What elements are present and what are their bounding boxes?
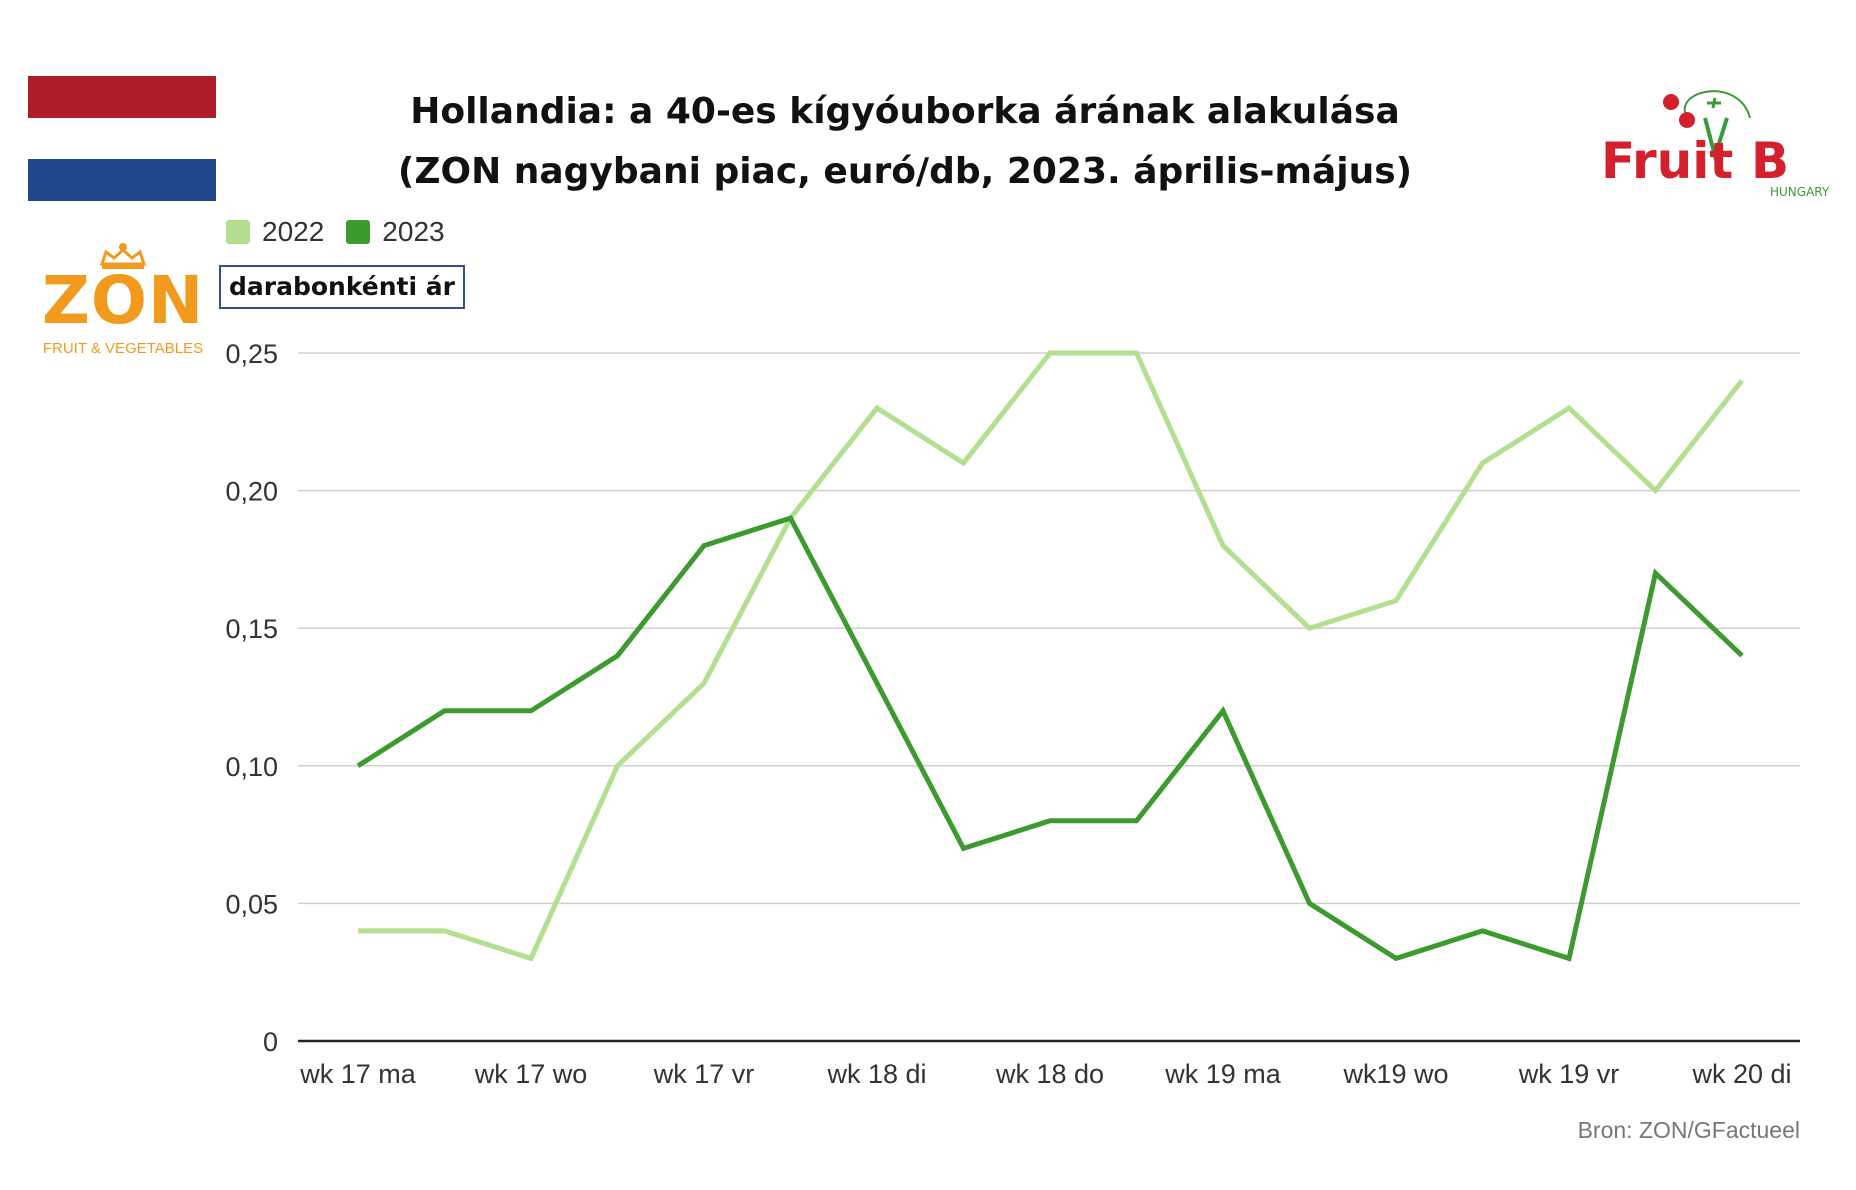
series-line-2022 <box>358 350 1744 962</box>
x-tick-label: wk 18 di <box>826 1059 926 1089</box>
title-line-2: (ZON nagybani piac, euró/db, 2023. ápril… <box>397 151 1413 192</box>
legend-swatch-2023 <box>346 220 371 244</box>
svg-text:B: B <box>1751 132 1789 190</box>
x-tick-label: wk 20 di <box>1691 1059 1791 1089</box>
chart-title: Hollandia: a 40-es kígyóuborka árának al… <box>330 82 1480 202</box>
flag-stripe-white <box>28 117 216 160</box>
zon-subtitle: FRUIT & VEGETABLES <box>42 340 204 357</box>
y-tick-label: 0,15 <box>225 614 278 644</box>
unit-label-box: darabonkénti ár <box>219 265 465 309</box>
flag-stripe-red <box>28 76 216 118</box>
fruitveb-wordmark: Fruit <box>1601 132 1733 190</box>
x-tick-label: wk 19 ma <box>1164 1059 1282 1089</box>
legend-label-2022: 2022 <box>262 216 325 247</box>
series-line-2023 <box>356 515 1744 962</box>
legend-label-2023: 2023 <box>382 216 445 247</box>
y-axis-ticks: 0 0,05 0,10 0,15 0,20 0,25 <box>225 339 278 1057</box>
flag-stripe-blue <box>28 159 216 201</box>
x-axis-ticks: wk 17 ma wk 17 wo wk 17 vr wk 18 di wk 18 do… <box>299 1059 1791 1089</box>
fruitveb-hungary: HUNGARY <box>1770 185 1830 199</box>
crown-icon <box>99 243 147 269</box>
y-tick-label: 0 <box>263 1027 278 1057</box>
fruitveb-logo: Fruit B HUNGARY <box>1601 90 1830 199</box>
chart-legend: 2022 2023 <box>226 216 467 248</box>
x-tick-label: wk 17 wo <box>474 1059 588 1089</box>
legend-item-2022: 2022 <box>226 216 324 248</box>
x-tick-label: wk 19 vr <box>1518 1059 1620 1089</box>
x-tick-label: wk 17 vr <box>653 1059 755 1089</box>
netherlands-flag <box>28 76 216 201</box>
y-tick-label: 0,20 <box>225 477 278 507</box>
legend-swatch-2022 <box>226 220 250 244</box>
x-tick-label: wk 18 do <box>995 1059 1104 1089</box>
zon-wordmark: ZON <box>42 262 205 339</box>
source-note: Bron: ZON/GFactueel <box>1577 1117 1800 1143</box>
x-tick-label: wk19 wo <box>1342 1059 1448 1089</box>
zon-logo: ZON FRUIT & VEGETABLES <box>42 242 204 362</box>
title-line-1: Hollandia: a 40-es kígyóuborka árának al… <box>410 91 1400 132</box>
x-tick-label: wk 17 ma <box>299 1059 417 1089</box>
y-tick-label: 0,25 <box>225 339 278 369</box>
series-lines <box>356 350 1744 962</box>
y-tick-label: 0,10 <box>225 752 278 782</box>
legend-item-2023: 2023 <box>346 216 445 248</box>
y-tick-label: 0,05 <box>225 889 278 919</box>
